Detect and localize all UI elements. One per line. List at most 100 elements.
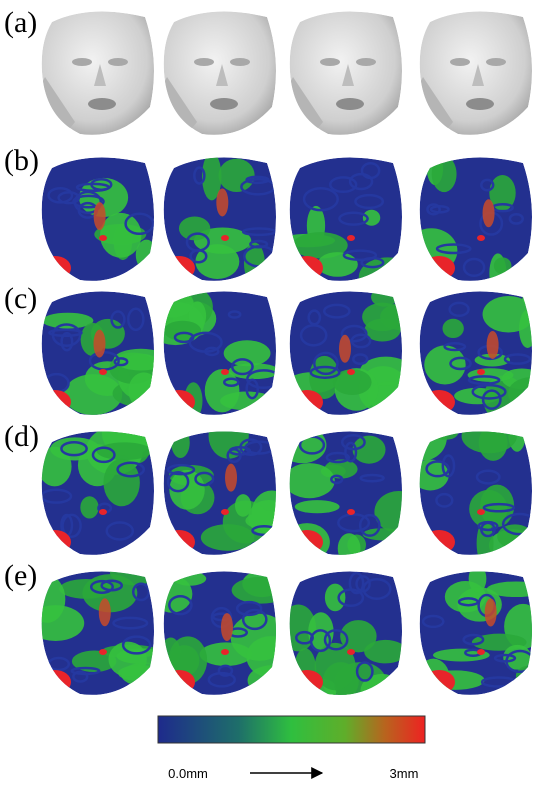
face [163, 413, 303, 555]
face [151, 570, 297, 695]
error-region [317, 252, 358, 277]
error-region [468, 368, 514, 382]
panel-label: (d) [4, 420, 39, 453]
error-region [134, 402, 166, 417]
error-hot [99, 235, 107, 241]
error-region [201, 524, 255, 551]
eye [486, 58, 506, 66]
error-region [338, 533, 361, 564]
error-region [359, 257, 417, 297]
error-region [469, 565, 487, 593]
eye [356, 58, 376, 66]
error-hot [291, 670, 323, 694]
error-region [497, 524, 532, 548]
error-hot [163, 256, 195, 280]
error-region [171, 427, 190, 458]
error-hot [163, 390, 195, 414]
error-hot [221, 235, 229, 241]
error-hot [221, 649, 229, 655]
panel-label: (b) [4, 144, 39, 177]
error-region [31, 259, 60, 279]
error-hot [39, 530, 71, 554]
face [163, 152, 276, 284]
face [147, 284, 281, 419]
colorbar: 0.0mm 3mm [158, 716, 425, 781]
face [280, 572, 406, 708]
eye [194, 58, 214, 66]
error-region [400, 414, 446, 461]
mouth [88, 98, 116, 110]
mouth [336, 98, 364, 110]
error-region [494, 257, 512, 274]
face [31, 158, 158, 281]
figure: 0.0mm 3mm (a) (b) (c) (d) (e) [0, 0, 550, 787]
error-region [164, 321, 201, 341]
error-region [519, 310, 536, 348]
mouth [466, 98, 494, 110]
face [27, 559, 170, 695]
error-warm [483, 199, 495, 227]
error-region [516, 666, 540, 686]
error-region [97, 442, 152, 460]
face-grid [27, 12, 550, 708]
face [280, 158, 417, 297]
error-region [232, 577, 291, 604]
error-region [363, 528, 403, 540]
face [415, 12, 532, 135]
error-hot [477, 369, 485, 375]
error-region [80, 496, 98, 518]
error-hot [423, 670, 455, 694]
error-warm [94, 202, 106, 230]
face [38, 411, 162, 555]
error-hot [477, 649, 485, 655]
error-warm [216, 188, 228, 216]
error-hot [347, 235, 355, 241]
error-warm [225, 464, 237, 492]
error-hot [39, 670, 71, 694]
face [285, 12, 402, 135]
error-hot [39, 390, 71, 414]
error-hot [99, 369, 107, 375]
face [420, 285, 550, 422]
error-hot [347, 649, 355, 655]
eye [450, 58, 470, 66]
eye [320, 58, 340, 66]
colorbar-max: 3mm [390, 766, 419, 781]
face [417, 565, 545, 699]
eye [108, 58, 128, 66]
error-warm [93, 330, 105, 358]
error-hot [477, 235, 485, 241]
error-warm [221, 613, 233, 641]
error-hot [347, 369, 355, 375]
error-hot [221, 509, 229, 515]
panel-label: (c) [4, 282, 37, 315]
face [159, 12, 276, 135]
error-region [424, 345, 465, 384]
error-hot [221, 369, 229, 375]
error-warm [99, 598, 111, 626]
error-hot [477, 509, 485, 515]
colorbar-gradient [158, 716, 425, 743]
panel-label: (e) [4, 559, 37, 592]
error-region [295, 500, 340, 513]
error-region [235, 494, 251, 517]
error-hot [423, 390, 455, 414]
error-hot [423, 256, 455, 280]
error-hot [163, 670, 195, 694]
face [37, 12, 154, 135]
error-hot [291, 256, 323, 280]
error-hot [163, 530, 195, 554]
error-region [116, 648, 165, 664]
panel-label: (a) [4, 6, 37, 39]
error-warm [485, 599, 497, 627]
error-region [219, 159, 255, 192]
face [400, 414, 537, 566]
error-region [150, 289, 194, 318]
error-hot [347, 509, 355, 515]
face [405, 151, 532, 292]
error-region [279, 427, 327, 464]
error-region [224, 340, 271, 366]
error-hot [423, 530, 455, 554]
error-hot [99, 649, 107, 655]
eye [230, 58, 250, 66]
